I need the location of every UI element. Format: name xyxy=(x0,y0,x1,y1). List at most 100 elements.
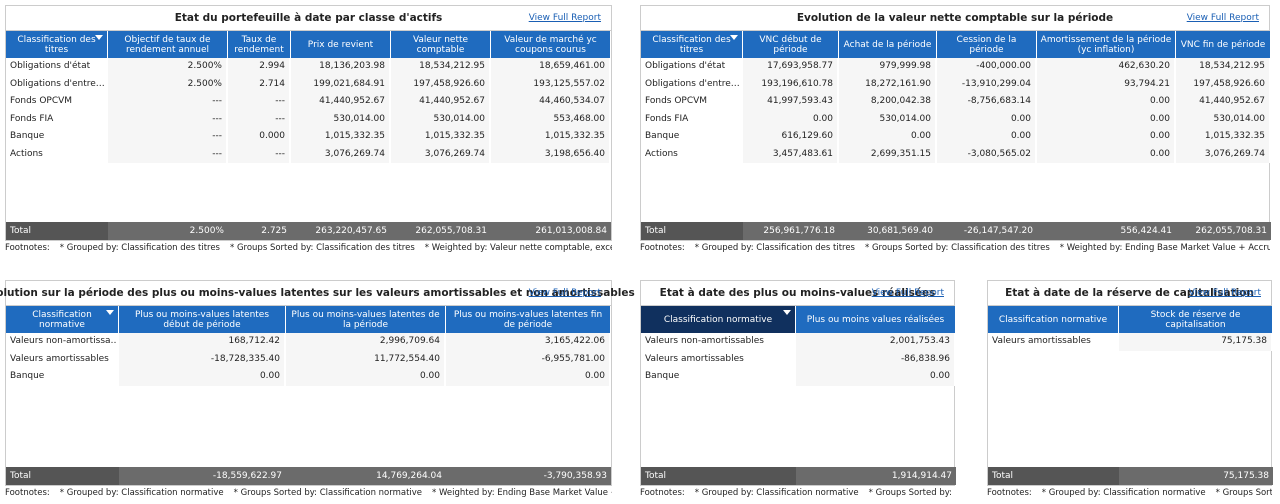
footnote: Footnotes: xyxy=(987,488,1032,498)
footnotes: Footnotes: * Grouped by: Classification n… xyxy=(5,486,612,500)
footnote: * Groups Sorted by: Classification des t… xyxy=(230,243,415,253)
footnote: * Grouped by: Classification des titres xyxy=(59,243,220,253)
table-cell: 530,014.00 xyxy=(839,110,937,128)
column-header-text: VNC début de période xyxy=(759,34,822,55)
column-header[interactable]: Objectif de taux de rendement annuel xyxy=(108,31,228,58)
footnote: * Groups Sorted by: Classification norma… xyxy=(868,488,955,498)
column-header[interactable]: Classification normative xyxy=(641,306,796,333)
table-cell: 2.500% xyxy=(108,58,228,76)
column-header-text: Valeur nette comptable xyxy=(412,34,469,55)
table-cell: Obligations d'état xyxy=(641,58,743,76)
total-cell: 262,055,708.31 xyxy=(1176,222,1271,240)
column-header[interactable]: Achat de la période xyxy=(839,31,937,58)
table-cell: 0.00 xyxy=(1037,145,1176,163)
footnote: * Grouped by: Classification normative xyxy=(694,488,859,498)
table-cell: 1,015,332.35 xyxy=(1176,128,1271,146)
table-cell: 41,440,952.67 xyxy=(291,93,391,111)
table-cell: 44,460,534.07 xyxy=(491,93,611,111)
table-cell: --- xyxy=(228,93,291,111)
column-header-text: Cession de la période xyxy=(956,34,1017,55)
table-cell: 0.00 xyxy=(1037,128,1176,146)
table-cell: 553,468.00 xyxy=(491,110,611,128)
column-header[interactable]: Valeur nette comptable xyxy=(391,31,491,58)
panel-header: Etat à date de la réserve de capitalisat… xyxy=(987,280,1272,305)
total-cell: 262,055,708.31 xyxy=(391,222,491,240)
column-header[interactable]: VNC début de période xyxy=(743,31,839,58)
table-cell: Valeurs amortissables xyxy=(6,350,119,368)
table-cell: --- xyxy=(108,128,228,146)
table-cell: Valeurs non-amortissables xyxy=(641,333,796,351)
total-cell: -3,790,358.93 xyxy=(446,467,611,485)
column-header[interactable]: Cession de la période xyxy=(937,31,1037,58)
table-row: Fonds FIA 0.00 530,014.00 0.00 0.00 530,014.0… xyxy=(641,110,1271,128)
column-header-text: Stock de réserve de capitalisation xyxy=(1150,309,1241,330)
table-cell: 11,772,554.40 xyxy=(286,350,446,368)
total-cell: 556,424.41 xyxy=(1037,222,1176,240)
header-row: Classification normative Stock de réserve… xyxy=(988,306,1273,333)
table-cell: 0.00 xyxy=(796,368,956,386)
table-cell: 2.500% xyxy=(108,75,228,93)
total-cell: 2.725 xyxy=(228,222,291,240)
table-cell: 0.00 xyxy=(937,128,1037,146)
table-cell: 18,136,203.98 xyxy=(291,58,391,76)
column-header[interactable]: VNC fin de période xyxy=(1176,31,1271,58)
total-cell: 75,175.38 xyxy=(1119,467,1273,485)
report-panel: Evolution sur la période des plus ou moi… xyxy=(0,280,635,500)
table-row: Banque --- 0.000 1,015,332.35 1,015,332.35 1,… xyxy=(6,128,611,146)
panel-title: Evolution de la valeur nette comptable s… xyxy=(796,12,1114,24)
total-row: Total 256,961,776.18 30,681,569.40 -26,147,… xyxy=(641,222,1271,240)
column-header[interactable]: Prix de revient xyxy=(291,31,391,58)
panel-title: Etat à date de la réserve de capitalisat… xyxy=(1005,287,1254,299)
sort-dropdown-icon[interactable] xyxy=(106,310,114,315)
footnote: * Grouped by: Classification normative xyxy=(59,488,224,498)
sort-dropdown-icon[interactable] xyxy=(730,35,738,40)
column-header[interactable]: Classification normative xyxy=(988,306,1119,333)
footnote: * Weighted by: Ending Base Market Value … xyxy=(1059,243,1270,253)
column-header-text: Amortissement de la période (yc inflatio… xyxy=(1040,34,1172,55)
table-cell: 197,458,926.60 xyxy=(1176,75,1271,93)
column-header[interactable]: Plus ou moins-values latentes de la péri… xyxy=(286,306,446,333)
table-row: Actions 3,457,483.61 2,699,351.15 -3,080,56… xyxy=(641,145,1271,163)
table-cell: Obligations d'entre… xyxy=(6,75,108,93)
view-full-report-link[interactable]: View Full Report xyxy=(1188,288,1261,298)
column-header[interactable]: Plus ou moins-values latentes fin de pér… xyxy=(446,306,611,333)
footnote: Footnotes: xyxy=(5,243,50,253)
view-full-report-link[interactable]: View Full Report xyxy=(528,13,601,23)
table-cell: Fonds OPCVM xyxy=(6,93,108,111)
report-panel: Etat à date des plus ou moins-values réa… xyxy=(640,280,956,500)
table-cell: 1,015,332.35 xyxy=(291,128,391,146)
table-cell: 8,200,042.38 xyxy=(839,93,937,111)
panel-title: Etat à date des plus ou moins-values réa… xyxy=(659,287,936,299)
sort-dropdown-icon[interactable] xyxy=(95,35,103,40)
column-header[interactable]: Classification des titres xyxy=(6,31,108,58)
column-header[interactable]: Valeur de marché yc coupons courus xyxy=(491,31,611,58)
footnotes: Footnotes: * Grouped by: Classification n… xyxy=(987,486,1272,500)
column-header[interactable]: Classification normative xyxy=(6,306,119,333)
footnote: Footnotes: xyxy=(640,243,685,253)
column-header[interactable]: Amortissement de la période (yc inflatio… xyxy=(1037,31,1176,58)
column-header[interactable]: Plus ou moins values réalisées xyxy=(796,306,956,333)
footnote: Footnotes: xyxy=(640,488,685,498)
view-full-report-link[interactable]: View Full Report xyxy=(1186,13,1259,23)
table-cell: Valeurs amortissables xyxy=(988,333,1119,351)
table-cell: Banque xyxy=(6,368,119,386)
view-full-report-link[interactable]: View Full Report xyxy=(528,288,601,298)
column-header[interactable]: Stock de réserve de capitalisation xyxy=(1119,306,1273,333)
table-cell: 979,999.98 xyxy=(839,58,937,76)
footnote: * Groups Sorted by: Classification des t… xyxy=(865,243,1050,253)
table-cell: -18,728,335.40 xyxy=(119,350,286,368)
total-cell: -26,147,547.20 xyxy=(937,222,1037,240)
view-full-report-link[interactable]: View Full Report xyxy=(871,288,944,298)
sort-dropdown-icon[interactable] xyxy=(783,310,791,315)
table-row: Fonds OPCVM --- --- 41,440,952.67 41,440,952… xyxy=(6,93,611,111)
table-cell: 0.00 xyxy=(286,368,446,386)
column-header[interactable]: Classification des titres xyxy=(641,31,743,58)
table-cell: 3,165,422.06 xyxy=(446,333,611,351)
column-header-text: Plus ou moins-values latentes début de p… xyxy=(134,309,270,330)
column-header[interactable]: Taux de rendement xyxy=(228,31,291,58)
table-cell: 530,014.00 xyxy=(291,110,391,128)
table-cell: --- xyxy=(228,145,291,163)
table-cell: 41,440,952.67 xyxy=(391,93,491,111)
column-header[interactable]: Plus ou moins-values latentes début de p… xyxy=(119,306,286,333)
